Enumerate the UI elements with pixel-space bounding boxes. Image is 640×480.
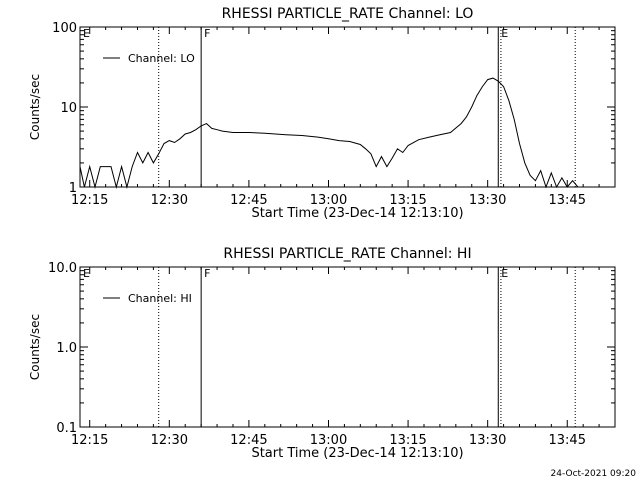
flag-label: F [204, 27, 210, 40]
x-axis-label: Start Time (23-Dec-14 12:13:10) [251, 446, 463, 461]
y-tick-label: 100 [52, 21, 77, 36]
series-line [79, 77, 579, 189]
chart-panel-2: RHESSI PARTICLE_RATE Channel: HI 12:15 12:… [28, 246, 616, 461]
legend-label: Channel: LO [128, 52, 195, 65]
x-tick-label: 12:45 [230, 433, 267, 448]
x-axis-label: Start Time (23-Dec-14 12:13:10) [251, 206, 463, 221]
timestamp-label: 24-Oct-2021 09:20 [551, 469, 637, 479]
flag-label: F [204, 267, 210, 280]
x-tick-label: 13:00 [310, 193, 347, 208]
y-axis-label: Counts/sec [28, 314, 42, 380]
x-tick-label: 13:30 [469, 433, 506, 448]
y-tick-label: 1 [69, 181, 77, 196]
flag-label: E [83, 267, 90, 280]
plot-frame [79, 26, 616, 188]
x-tick-label: 12:15 [71, 433, 108, 448]
x-tick-label: 12:45 [230, 193, 267, 208]
y-tick-label: 1.0 [56, 341, 77, 356]
flag-label: E [83, 27, 90, 40]
chart-title: RHESSI PARTICLE_RATE Channel: LO [222, 6, 474, 22]
x-tick-label: 13:45 [549, 193, 586, 208]
y-tick-label: 10 [60, 101, 77, 116]
x-tick-label: 13:45 [549, 433, 586, 448]
y-tick-label: 0.1 [56, 421, 77, 436]
x-tick-label: 13:30 [469, 193, 506, 208]
plot-frame [79, 266, 616, 428]
x-tick-label: 12:30 [151, 433, 188, 448]
x-tick-label: 13:15 [389, 433, 426, 448]
legend-label: Channel: HI [128, 292, 192, 305]
chart-panel-1: RHESSI PARTICLE_RATE Channel: LO 12:15 12:… [28, 6, 616, 221]
flag-label: E [501, 267, 508, 280]
chart-title: RHESSI PARTICLE_RATE Channel: HI [223, 246, 471, 262]
y-axis-label: Counts/sec [28, 74, 42, 140]
flag-label: E [501, 27, 508, 40]
x-tick-label: 13:15 [389, 193, 426, 208]
x-tick-label: 12:30 [151, 193, 188, 208]
x-tick-label: 12:15 [71, 193, 108, 208]
y-tick-label: 10.0 [48, 261, 77, 276]
x-tick-label: 13:00 [310, 433, 347, 448]
